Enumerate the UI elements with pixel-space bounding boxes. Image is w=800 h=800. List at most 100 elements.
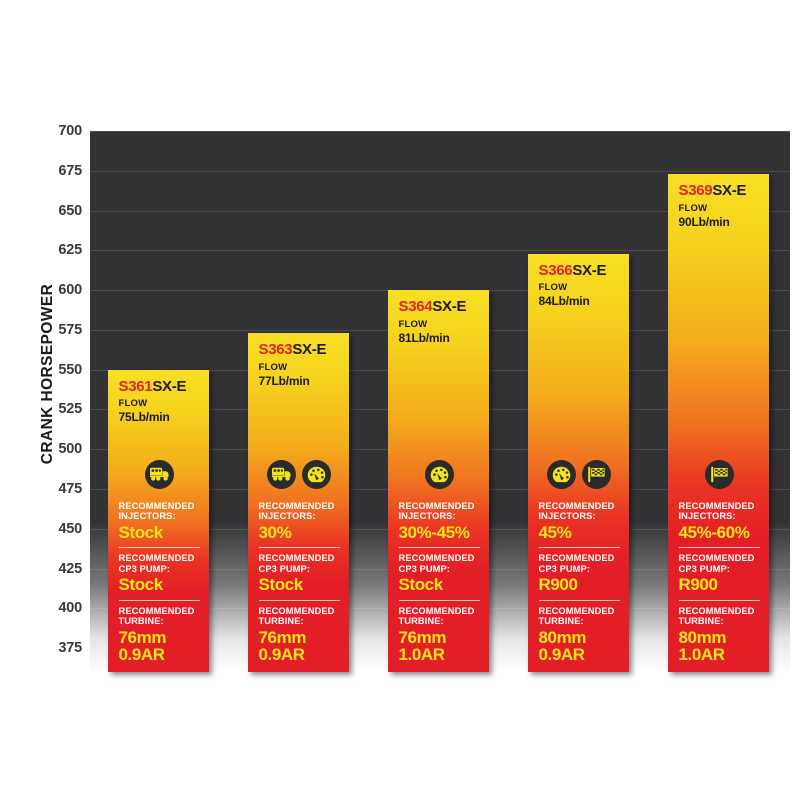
spec-label: RECOMMENDED: [678, 553, 755, 564]
spec-label: RECOMMENDED: [678, 605, 755, 616]
model-name: S366SX-E: [538, 261, 620, 279]
bar-s363[interactable]: S363SX-E FLOW 77Lb/min RECOMMENDED INJECTORS…: [247, 333, 349, 672]
bar-s366[interactable]: S366SX-E FLOW 84Lb/min RECOMMENDED INJECTORS…: [527, 253, 629, 672]
y-axis-tick-575: 575: [58, 321, 82, 338]
y-axis-tick-600: 600: [58, 282, 82, 299]
spec-label-2: TURBINE:: [398, 616, 444, 627]
y-axis-tick-675: 675: [58, 162, 82, 179]
spec-value: Stock: [398, 575, 444, 595]
spec-label-2: CP3 PUMP:: [258, 563, 311, 574]
flow-label: FLOW: [678, 202, 708, 214]
spec-label: RECOMMENDED: [678, 500, 755, 511]
model-number: S364: [398, 298, 433, 316]
flow-label: FLOW: [398, 318, 428, 330]
y-axis-tick-550: 550: [58, 361, 82, 378]
bar-s364[interactable]: S364SX-E FLOW 81Lb/min RECOMMENDED INJECTORS…: [387, 290, 489, 672]
spec-label: RECOMMENDED: [118, 605, 195, 616]
spec-label-2: INJECTORS:: [678, 511, 736, 522]
bar-header: S363SX-E FLOW 77Lb/min: [248, 333, 349, 388]
model-name: S364SX-E: [399, 299, 480, 315]
trailer-icon: [144, 459, 174, 489]
spec-label: RECOMMENDED: [538, 553, 615, 564]
spec-value: 76mm 1.0AR: [398, 627, 447, 665]
spec-label-2: CP3 PUMP:: [678, 563, 731, 574]
spec-label-2: INJECTORS:: [258, 511, 316, 522]
spec-block-2: RECOMMENDED CP3 PUMP: Stock: [258, 547, 340, 595]
spec-block-3: RECOMMENDED TURBINE: 76mm 0.9AR: [118, 599, 200, 664]
model-suffix: SX-E: [712, 181, 747, 199]
spec-label: RECOMMENDED: [538, 500, 615, 511]
racing-flag-icon: [704, 459, 734, 489]
spec-label-2: INJECTORS:: [538, 511, 596, 522]
spec-value: R900: [538, 575, 578, 595]
spec-block-1: RECOMMENDED INJECTORS: Stock: [119, 496, 200, 541]
bar-body: RECOMMENDED INJECTORS: Stock RECOMMENDED CP3…: [108, 459, 209, 672]
model-number: S369: [678, 181, 713, 199]
spec-block-2: RECOMMENDED CP3 PUMP: R900: [538, 547, 620, 595]
spec-value: 30%-45%: [398, 522, 470, 542]
spec-value: 80mm 0.9AR: [538, 627, 587, 665]
gauge-icon: [547, 459, 576, 489]
model-suffix: SX-E: [432, 298, 467, 316]
icon-row: [399, 459, 480, 489]
flow-value: 84Lb/min: [538, 294, 590, 309]
icon-row: [539, 459, 620, 489]
model-name: S361SX-E: [118, 377, 200, 395]
flow-value: 90Lb/min: [678, 214, 730, 229]
spec-block-3: RECOMMENDED TURBINE: 76mm 0.9AR: [258, 599, 340, 665]
spec-block-2: RECOMMENDED CP3 PUMP: R900: [678, 547, 760, 595]
flow-value: 75Lb/min: [118, 410, 170, 425]
racing-flag-icon: [582, 459, 611, 489]
gridline-700: [90, 131, 790, 132]
spec-label-2: CP3 PUMP:: [398, 563, 451, 574]
spec-block-1: RECOMMENDED INJECTORS: 45%-60%: [679, 496, 760, 541]
gridline-650: [90, 210, 790, 212]
model-name: S369SX-E: [679, 183, 760, 199]
spec-label: RECOMMENDED: [398, 553, 475, 564]
y-axis-tick-625: 625: [58, 242, 82, 259]
y-axis-tick-500: 500: [58, 441, 82, 458]
spec-value: Stock: [118, 575, 164, 595]
flow-label: FLOW: [538, 282, 568, 294]
spec-label-2: TURBINE:: [258, 616, 304, 627]
spec-label: RECOMMENDED: [258, 500, 335, 511]
model-suffix: SX-E: [292, 341, 327, 359]
y-axis-tick-475: 475: [58, 481, 82, 497]
y-axis-tick-700: 700: [58, 123, 82, 139]
spec-value: R900: [678, 575, 718, 595]
spec-label: RECOMMENDED: [118, 500, 195, 511]
spec-block-1: RECOMMENDED INJECTORS: 30%-45%: [399, 496, 480, 541]
model-suffix: SX-E: [152, 377, 187, 395]
spec-block-1: RECOMMENDED INJECTORS: 45%: [539, 496, 620, 541]
bar-body: RECOMMENDED INJECTORS: 30% RECOMMENDED CP3 P…: [248, 459, 349, 672]
model-number: S366: [538, 261, 573, 279]
y-axis-tick-525: 525: [58, 401, 82, 418]
icon-row: [259, 459, 340, 489]
y-axis-tick-375: 375: [58, 640, 82, 657]
trailer-icon: [267, 459, 296, 489]
gridline-675: [90, 170, 790, 172]
spec-label-2: INJECTORS:: [118, 511, 176, 522]
spec-value: 80mm 1.0AR: [678, 627, 727, 665]
spec-value: 30%: [258, 522, 292, 542]
y-axis-tick-650: 650: [58, 202, 82, 219]
icon-row: [679, 459, 760, 489]
spec-value: Stock: [258, 575, 304, 595]
spec-label-2: CP3 PUMP:: [118, 563, 171, 574]
y-axis-tick-labels: 700 675 650 625 600 575 550 525 500 475 450 425 400 3…: [40, 123, 82, 657]
spec-label-2: CP3 PUMP:: [538, 563, 591, 574]
bar-s369[interactable]: S369SX-E FLOW 90Lb/min RECOMMENDED INJECTORS…: [667, 173, 769, 672]
spec-value: 76mm 0.9AR: [258, 627, 307, 665]
spec-block-2: RECOMMENDED CP3 PUMP: Stock: [398, 547, 480, 595]
spec-value: Stock: [118, 522, 164, 542]
bar-body: RECOMMENDED INJECTORS: 30%-45% RECOMMENDED C…: [388, 459, 489, 672]
spec-block-2: RECOMMENDED CP3 PUMP: Stock: [118, 547, 200, 595]
bar-s361[interactable]: S361SX-E FLOW 75Lb/min RECOMMENDED INJECTORS…: [107, 369, 209, 672]
spec-block-1: RECOMMENDED INJECTORS: 30%: [259, 496, 340, 541]
spec-value: 45%-60%: [678, 522, 750, 542]
spec-label: RECOMMENDED: [538, 605, 615, 616]
spec-label: RECOMMENDED: [398, 605, 475, 616]
flow-value: 81Lb/min: [398, 330, 450, 345]
model-number: S361: [118, 377, 153, 395]
